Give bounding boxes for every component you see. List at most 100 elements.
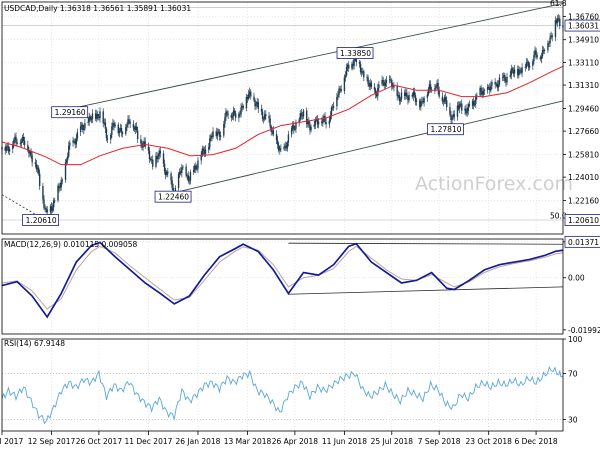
y-tick-label: 1.22160 [568,196,599,205]
candle-body [408,95,410,101]
candle-body [60,180,62,188]
candle-body [58,185,60,189]
candle-body [550,35,552,38]
candle-body [223,123,225,136]
candle-body [378,84,380,88]
candle-body [467,104,469,112]
candle-body [29,151,31,154]
watermark: ActionForex.com [415,173,573,195]
candle-body [194,165,196,170]
candle-body [450,114,452,120]
candle-body [103,122,105,124]
candle-body [150,159,153,161]
candle-body [359,63,362,73]
candle-body [314,119,317,125]
candle-body [298,119,300,123]
macd-header: MACD(12,26,9) 0.010115 0.009058 [4,240,138,249]
candle-body [210,135,212,139]
price-tag: 1.36031 [564,19,600,32]
candle-body [269,118,271,127]
candle-body [260,108,263,112]
candle-body [519,69,521,71]
candle-body [50,206,53,211]
candle-body [250,91,252,97]
candle-body [117,124,119,134]
candle-body [149,159,152,160]
candle-body [479,87,481,96]
candle-body [353,58,355,66]
candle-body [256,102,258,105]
candle-body [393,86,395,88]
candle-body [428,84,431,89]
candle-body [171,180,173,188]
candle-body [528,65,531,68]
candle-body [182,166,184,168]
candle-body [491,81,493,86]
candle-body [163,163,166,172]
candle-body [19,143,22,145]
candle-body [502,77,504,79]
candle-body [496,83,499,88]
candle-body [299,113,301,120]
candle-body [388,79,391,81]
rsi-header: RSI(14) 67.9148 [4,339,65,348]
candle-body [6,146,9,148]
macd-trendline-lower [288,286,564,295]
candle-body [102,111,104,124]
candle-body [187,175,189,181]
candle-body [59,187,61,189]
candle-body [262,118,265,120]
candle-body [128,119,130,122]
candle-body [219,135,222,137]
candle-body [264,114,266,120]
candle-body [181,167,183,174]
candle-body [253,96,255,101]
x-tick-label: 28 Jul 2017 [0,437,23,446]
candle-body [324,116,326,123]
candle-body [444,97,447,101]
price-tag-box [564,19,600,32]
candle-body [540,56,543,59]
candle-body [503,75,505,78]
candle-body [483,90,486,91]
candle-body [265,114,267,117]
candle-body [293,125,295,130]
candle-body [509,75,511,77]
candle-body [441,96,444,102]
candle-body [396,86,398,97]
macd-y-tick-label: -0.01992 [568,326,600,335]
candle-body [316,119,319,125]
candle-body [98,116,100,119]
candle-body [328,120,331,125]
candle-body [429,84,432,90]
candle-body [465,108,467,114]
candle-body [360,72,363,73]
candle-body [532,61,534,66]
candle-body [510,68,513,76]
candle-body [548,43,550,45]
candle-body [247,93,250,99]
x-tick-label: 7 Sep 2018 [418,437,461,446]
candle-body [368,84,370,87]
candle-body [49,206,52,213]
candle-body [407,96,409,101]
candle-body [446,100,448,108]
candle-body [436,82,438,87]
annotation-1-text: 1.29160 [55,108,86,117]
candle-body [384,82,387,86]
candle-body [238,113,240,118]
candle-body [240,107,242,115]
candle-body [452,114,454,118]
macd-value-tag: 0.01371 [564,235,600,248]
candle-body [74,141,76,145]
candle-body [453,114,455,117]
candle-body [155,156,157,167]
annotation-4-box [427,123,464,136]
candle-body [534,50,536,55]
candle-body [308,121,310,126]
candle-body [88,116,90,122]
candle-body [143,141,145,144]
annotation-3-text: 1.33850 [340,49,371,58]
y-tick-label: 1.27660 [568,127,599,136]
candle-body [362,71,364,73]
